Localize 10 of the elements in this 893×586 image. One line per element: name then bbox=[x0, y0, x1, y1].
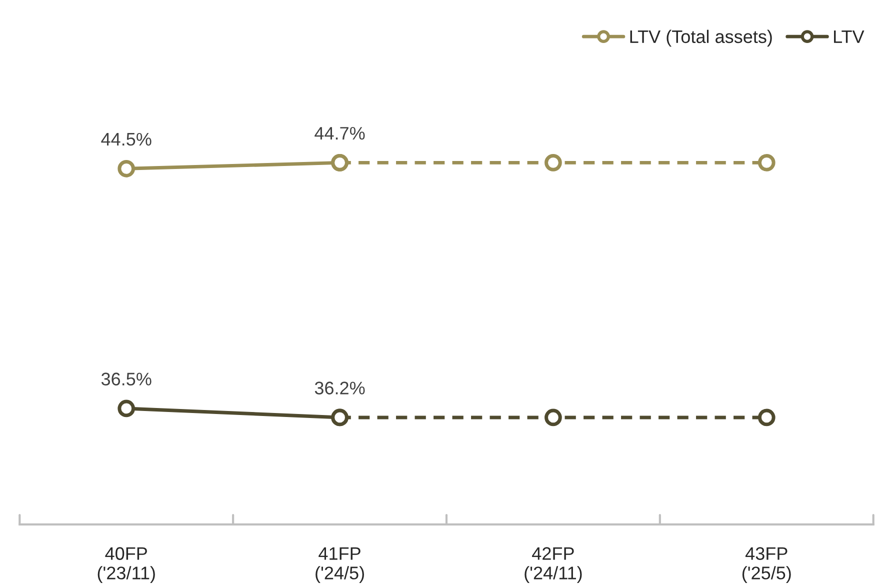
x-tick-label: 41FP ('24/5) bbox=[316, 547, 364, 583]
x-tick-label: 40FP ('23/11) bbox=[98, 547, 155, 583]
legend-label: LTV (Total assets) bbox=[630, 30, 772, 47]
x-tick-label: 43FP ('25/5) bbox=[742, 547, 791, 583]
data-label: 44.5% bbox=[101, 132, 152, 146]
legend-label: LTV bbox=[834, 30, 864, 43]
data-label: 36.2% bbox=[314, 382, 365, 394]
data-label: 36.5% bbox=[101, 372, 152, 386]
data-label: 44.7% bbox=[314, 126, 365, 140]
x-tick-label: 42FP ('24/11) bbox=[524, 547, 582, 583]
